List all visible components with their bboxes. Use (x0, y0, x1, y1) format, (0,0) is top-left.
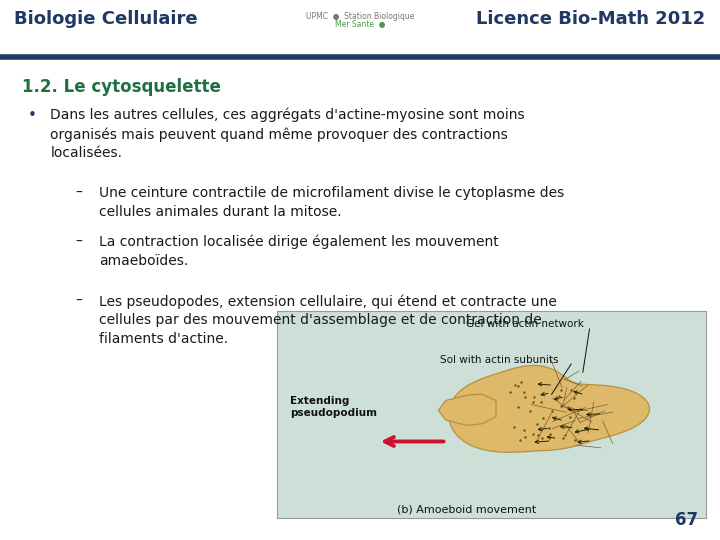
Text: –: – (76, 235, 83, 249)
Text: UPMC  ●  Station Biologique: UPMC ● Station Biologique (306, 12, 414, 21)
Text: 1.2. Le cytosquelette: 1.2. Le cytosquelette (22, 78, 220, 96)
Text: Les pseudopodes, extension cellulaire, qui étend et contracte une
cellules par d: Les pseudopodes, extension cellulaire, q… (99, 294, 557, 346)
Text: Sol with actin subunits: Sol with actin subunits (440, 355, 559, 366)
Text: Mer Sante  ●: Mer Sante ● (335, 20, 385, 29)
Text: –: – (76, 186, 83, 200)
Text: Licence Bio-Math 2012: Licence Bio-Math 2012 (477, 10, 706, 28)
Text: 67: 67 (675, 511, 698, 529)
Text: Une ceinture contractile de microfilament divise le cytoplasme des
cellules anim: Une ceinture contractile de microfilamen… (99, 186, 564, 219)
Text: Extending
pseudopodium: Extending pseudopodium (290, 396, 377, 418)
Text: Gel with actin network: Gel with actin network (466, 319, 584, 329)
Text: (b) Amoeboid movement: (b) Amoeboid movement (397, 504, 536, 514)
Text: Biologie Cellulaire: Biologie Cellulaire (14, 10, 198, 28)
Text: –: – (76, 294, 83, 308)
Text: •: • (27, 108, 36, 123)
Polygon shape (449, 366, 649, 453)
Text: Dans les autres cellules, ces aggrégats d'actine-myosine sont moins
organisés ma: Dans les autres cellules, ces aggrégats … (50, 108, 525, 160)
FancyBboxPatch shape (277, 310, 706, 518)
Text: La contraction localisée dirige également les mouvement
amaeboïdes.: La contraction localisée dirige égalemen… (99, 235, 499, 268)
Polygon shape (438, 394, 496, 426)
